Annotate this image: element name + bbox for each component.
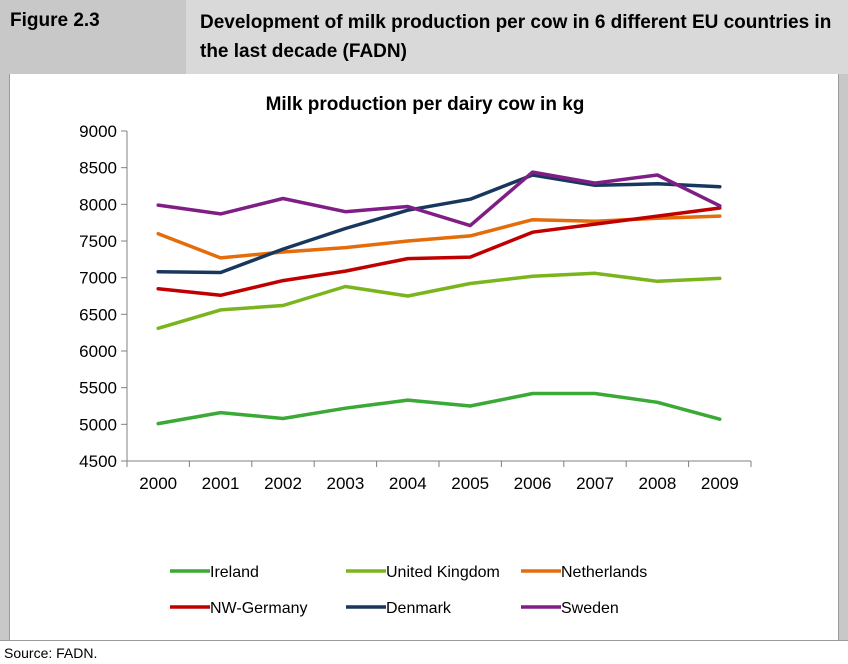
- figure-header: Figure 2.3 Development of milk productio…: [0, 0, 848, 74]
- x-tick-label: 2004: [389, 474, 427, 493]
- y-tick-label: 6500: [79, 305, 117, 324]
- series-line-denmark: [156, 173, 722, 275]
- x-tick-label: 2001: [202, 474, 240, 493]
- legend-label-denmark: Denmark: [386, 600, 452, 617]
- x-tick-label: 2006: [514, 474, 552, 493]
- x-tick-label: 2009: [701, 474, 739, 493]
- series-line-netherlands: [156, 214, 722, 260]
- figure-label: Figure 2.3: [0, 0, 186, 74]
- series-line-nw-germany: [156, 206, 722, 298]
- legend-label-sweden: Sweden: [561, 600, 619, 617]
- legend-label-ireland: Ireland: [210, 564, 259, 581]
- source-note: Source: FADN.: [4, 645, 98, 661]
- series-line-sweden: [156, 170, 722, 228]
- series-line-united-kingdom: [156, 271, 722, 331]
- x-tick-label: 2005: [451, 474, 489, 493]
- legend-label-united-kingdom: United Kingdom: [386, 564, 500, 581]
- source-bar: Source: FADN.: [0, 640, 848, 664]
- y-tick-label: 4500: [79, 452, 117, 471]
- x-tick-label: 2003: [326, 474, 364, 493]
- x-tick-label: 2007: [576, 474, 614, 493]
- x-tick-label: 2008: [638, 474, 676, 493]
- y-tick-label: 9000: [79, 122, 117, 141]
- series-line-ireland: [156, 391, 722, 426]
- x-tick-label: 2002: [264, 474, 302, 493]
- x-tick-label: 2000: [139, 474, 177, 493]
- chart-container: Milk production per dairy cow in kg 9000 8…: [9, 74, 839, 640]
- line-chart: Milk production per dairy cow in kg 9000 8…: [79, 94, 752, 617]
- y-tick-label: 5000: [79, 415, 117, 434]
- figure-title: Development of milk production per cow i…: [186, 0, 848, 74]
- y-tick-label: 5500: [79, 379, 117, 398]
- y-tick-label: 7000: [79, 269, 117, 288]
- legend-label-nw-germany: NW-Germany: [210, 600, 308, 617]
- y-tick-label: 8500: [79, 159, 117, 178]
- y-tick-label: 6000: [79, 342, 117, 361]
- legend-label-netherlands: Netherlands: [561, 564, 647, 581]
- chart-title: Milk production per dairy cow in kg: [266, 94, 585, 115]
- y-tick-label: 7500: [79, 232, 117, 251]
- y-tick-label: 8000: [79, 195, 117, 214]
